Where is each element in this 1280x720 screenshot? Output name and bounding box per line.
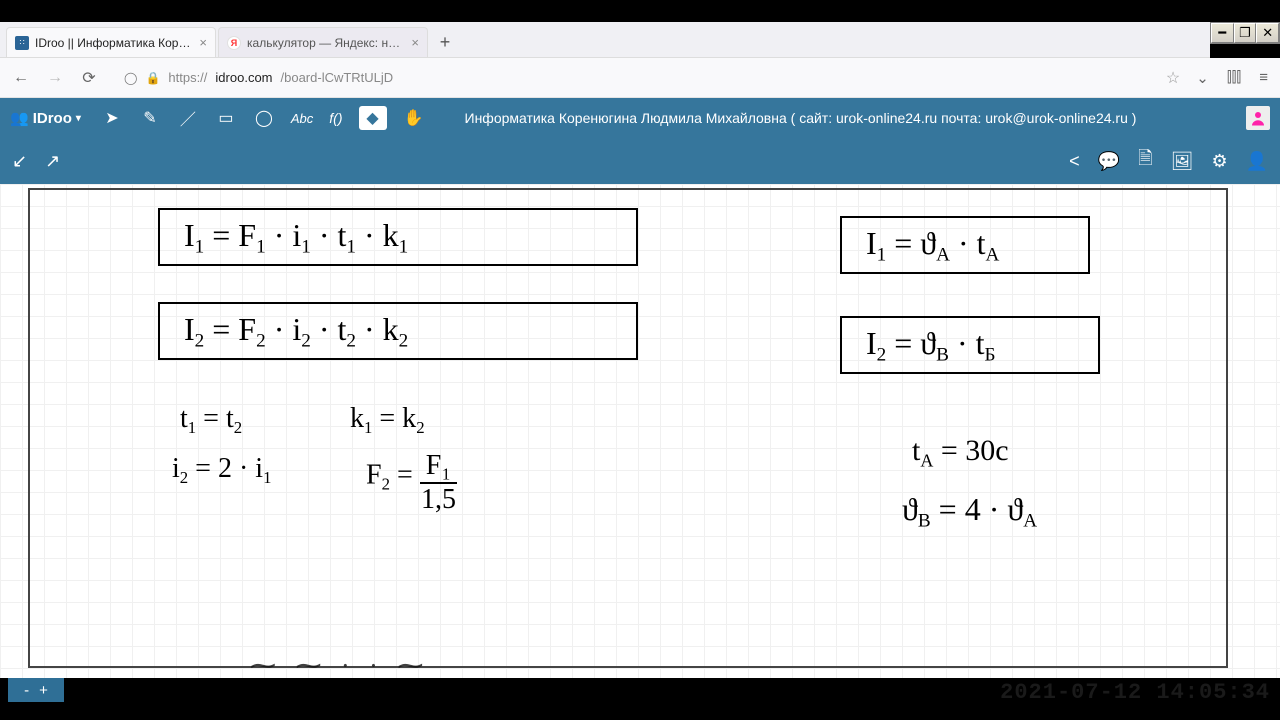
eq-t: t1 = t2 bbox=[180, 404, 242, 437]
eq-F: F2 = F₁1,5 bbox=[366, 446, 457, 508]
library-icon[interactable]: ⫿⫿⫿ bbox=[1227, 69, 1241, 87]
toolbar-right: ⌄ ⫿⫿⫿ ≡ bbox=[1196, 69, 1268, 87]
line-tool-icon[interactable]: ／ bbox=[177, 107, 199, 129]
pointer-tool-icon[interactable]: ➤ bbox=[101, 107, 123, 129]
browser-tabstrip: ∷ IDroo || Информатика Коренюгина × Я ка… bbox=[0, 22, 1210, 58]
nav-reload-icon[interactable]: ⟳ bbox=[80, 69, 98, 87]
zoom-out-icon[interactable]: - bbox=[24, 682, 29, 699]
chevron-down-icon: ▾ bbox=[76, 113, 81, 124]
equation-box-4: I2 = ϑB · tБ bbox=[840, 316, 1100, 374]
user-icon[interactable]: 👤 bbox=[1246, 151, 1268, 172]
equation-box-2: I2 = F2 · i2 · t2 · k2 bbox=[158, 302, 638, 360]
eq-k: k1 = k2 bbox=[350, 404, 425, 437]
people-icon: 👥 bbox=[10, 109, 29, 127]
ellipse-tool-icon[interactable]: ◯ bbox=[253, 107, 275, 129]
image-icon[interactable]: 🖼 bbox=[1171, 151, 1194, 172]
close-tab-icon[interactable]: × bbox=[199, 35, 207, 50]
frac-num: F₁ bbox=[420, 452, 457, 484]
user-icon bbox=[1249, 109, 1267, 127]
eraser-tool-icon[interactable]: ◆ bbox=[359, 106, 387, 130]
browser-addressbar: ← → ⟳ ◯ 🔒 https:// idroo.com/board-lCwTRt… bbox=[0, 58, 1280, 98]
pocket-icon[interactable]: ⌄ bbox=[1196, 69, 1209, 87]
tab-yandex[interactable]: Я калькулятор — Яндекс: нашлось × bbox=[218, 27, 428, 57]
recording-timestamp: 2021-07-12 14:05:34 bbox=[994, 679, 1276, 706]
tab-idroo[interactable]: ∷ IDroo || Информатика Коренюгина × bbox=[6, 27, 216, 57]
rect-tool-icon[interactable]: ▭ bbox=[215, 107, 237, 129]
url-path: /board-lCwTRtULjD bbox=[281, 70, 394, 85]
brand-menu[interactable]: 👥 IDroo ▾ bbox=[10, 109, 81, 127]
zoom-control[interactable]: - + bbox=[8, 678, 64, 702]
lock-icon: 🔒 bbox=[145, 71, 160, 85]
nav-forward-icon[interactable]: → bbox=[46, 69, 64, 87]
new-tab-button[interactable]: + bbox=[430, 27, 460, 57]
tab-label: IDroo || Информатика Коренюгина bbox=[35, 36, 193, 50]
url-scheme: https:// bbox=[168, 70, 207, 85]
eq-vB: ϑB = 4 · ϑA bbox=[902, 492, 1037, 532]
gear-icon[interactable]: ⚙ bbox=[1211, 151, 1227, 172]
tab-label: калькулятор — Яндекс: нашлось bbox=[247, 36, 405, 50]
url-input[interactable]: ◯ 🔒 https:// idroo.com/board-lCwTRtULjD bbox=[114, 63, 1150, 93]
yandex-favicon: Я bbox=[227, 36, 241, 50]
document-icon[interactable]: 🗎 bbox=[1138, 146, 1152, 176]
partial-writing: ⁓ ⁓ · · ⁓ bbox=[250, 652, 423, 678]
expand-icon[interactable]: ↗ bbox=[45, 151, 60, 172]
close-tab-icon[interactable]: × bbox=[411, 35, 419, 50]
maximize-button[interactable]: ❐ bbox=[1234, 23, 1257, 43]
collapse-left-icon[interactable]: ↙ bbox=[12, 151, 27, 172]
whiteboard-canvas[interactable]: I1 = F1 · i1 · t1 · k1 I2 = F2 · i2 · t2… bbox=[0, 184, 1280, 678]
pen-tool-icon[interactable]: ✎ bbox=[139, 107, 161, 129]
avatar[interactable] bbox=[1246, 106, 1270, 130]
brand-label: IDroo bbox=[33, 110, 72, 127]
text-tool-icon[interactable]: Abc bbox=[291, 107, 313, 129]
app-toolbar: 👥 IDroo ▾ ➤ ✎ ／ ▭ ◯ Abc f() ◆ ✋ Информат… bbox=[0, 98, 1280, 138]
pan-tool-icon[interactable]: ✋ bbox=[403, 107, 425, 129]
frac-den: 1,5 bbox=[420, 484, 457, 514]
shield-icon: ◯ bbox=[124, 71, 137, 85]
equation-box-1: I1 = F1 · i1 · t1 · k1 bbox=[158, 208, 638, 266]
zoom-in-icon[interactable]: + bbox=[39, 682, 48, 699]
share-icon[interactable]: < bbox=[1069, 151, 1080, 172]
app-subtoolbar: ↙ ↗ < 💬 🗎 🖼 ⚙ 👤 bbox=[0, 138, 1280, 184]
chat-icon[interactable]: 💬 bbox=[1098, 151, 1120, 172]
formula-tool-icon[interactable]: f() bbox=[329, 107, 342, 129]
url-host: idroo.com bbox=[215, 70, 272, 85]
tool-buttons: ➤ ✎ ／ ▭ ◯ Abc f() ◆ ✋ bbox=[101, 106, 425, 130]
equation-box-3: I1 = ϑA · tA bbox=[840, 216, 1090, 274]
menu-icon[interactable]: ≡ bbox=[1259, 69, 1268, 87]
board-title: Информатика Коренюгина Людмила Михайловн… bbox=[465, 110, 1246, 126]
close-button[interactable]: ✕ bbox=[1256, 23, 1279, 43]
nav-back-icon[interactable]: ← bbox=[12, 69, 30, 87]
bookmark-icon[interactable]: ☆ bbox=[1166, 68, 1180, 88]
idroo-favicon: ∷ bbox=[15, 36, 29, 50]
window-controls: ━ ❐ ✕ bbox=[1210, 22, 1280, 44]
eq-tA: tA = 30c bbox=[912, 434, 1009, 471]
minimize-button[interactable]: ━ bbox=[1211, 23, 1234, 43]
eq-i: i2 = 2 · i1 bbox=[172, 454, 271, 487]
